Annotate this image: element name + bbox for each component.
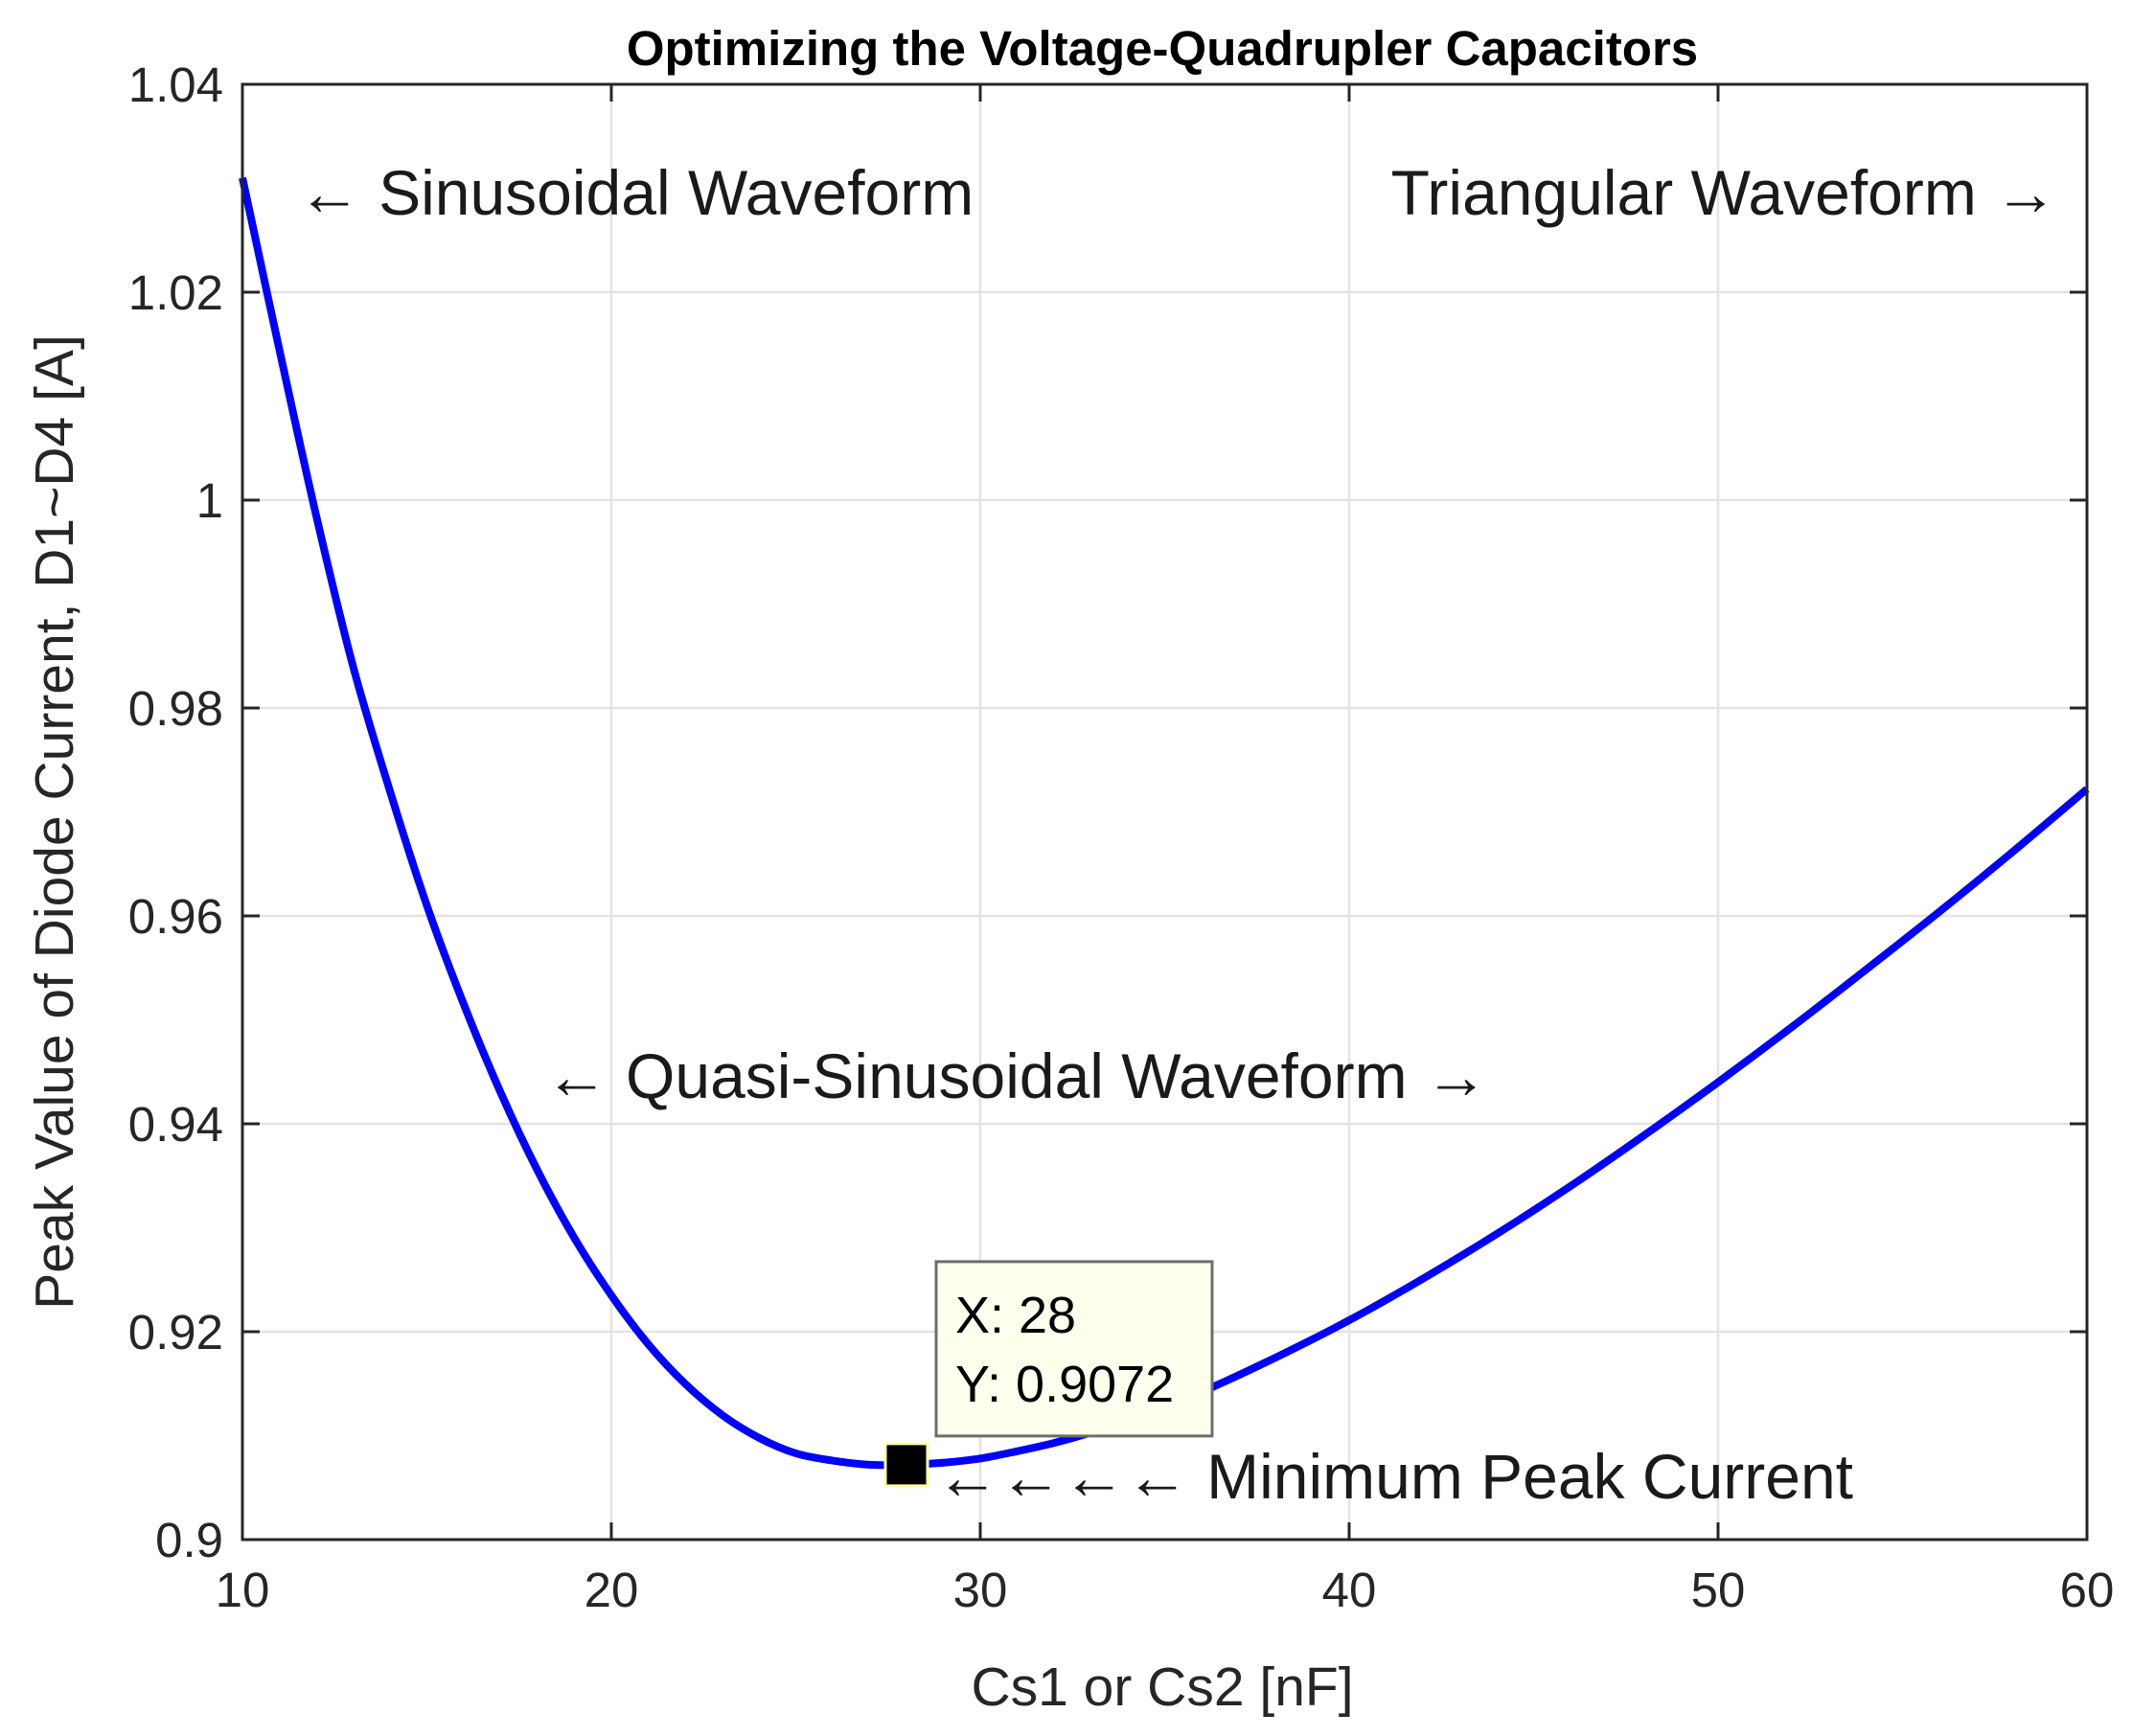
- annotation-label: ← Sinusoidal Waveform: [298, 157, 974, 228]
- y-tick-label: 1.04: [128, 57, 223, 112]
- y-tick-label: 0.92: [128, 1305, 223, 1359]
- annotation-label: ← Quasi-Sinusoidal Waveform →: [545, 1040, 1488, 1111]
- plot-area-frame: [241, 82, 2089, 1542]
- x-axis-label: Cs1 or Cs2 [nF]: [971, 1656, 1353, 1718]
- y-tick-label: 1: [196, 473, 223, 528]
- axis-ticks: 10 20 30 40 50 60 0.9 0.92 0.94 0.96 0.98 1 1.02 1.04: [128, 57, 2115, 1617]
- datatip-box: [934, 1260, 1214, 1438]
- y-tick-label: 0.94: [128, 1097, 223, 1152]
- datatip[interactable]: X: 28 Y: 0.9072: [934, 1260, 1214, 1438]
- y-tick-label: 0.98: [128, 681, 223, 736]
- datatip-y-value: Y: 0.9072: [955, 1356, 1174, 1413]
- x-tick-label: 10: [216, 1563, 270, 1617]
- x-tick-label: 40: [1322, 1563, 1377, 1617]
- y-tick-label: 0.9: [155, 1513, 223, 1567]
- x-tick-label: 60: [2060, 1563, 2115, 1617]
- x-tick-label: 50: [1691, 1563, 1746, 1617]
- y-tick-label: 0.96: [128, 889, 223, 944]
- annotation-label: Triangular Waveform →: [1391, 157, 2058, 228]
- datatip-x-value: X: 28: [955, 1287, 1076, 1344]
- annotations: ← Sinusoidal Waveform Triangular Waveform…: [298, 157, 2057, 1512]
- minimum-data-marker[interactable]: [883, 1442, 929, 1488]
- x-tick-label: 20: [585, 1563, 639, 1617]
- x-tick-label: 30: [953, 1563, 1008, 1617]
- chart-title: Optimizing the Voltage-Quadrupler Capaci…: [627, 21, 1698, 76]
- y-tick-label: 1.02: [128, 265, 223, 320]
- annotation-label: ←←←← Minimum Peak Current: [936, 1441, 1853, 1512]
- y-axis-label: Peak Value of Diode Current, D1~D4 [A]: [24, 334, 85, 1310]
